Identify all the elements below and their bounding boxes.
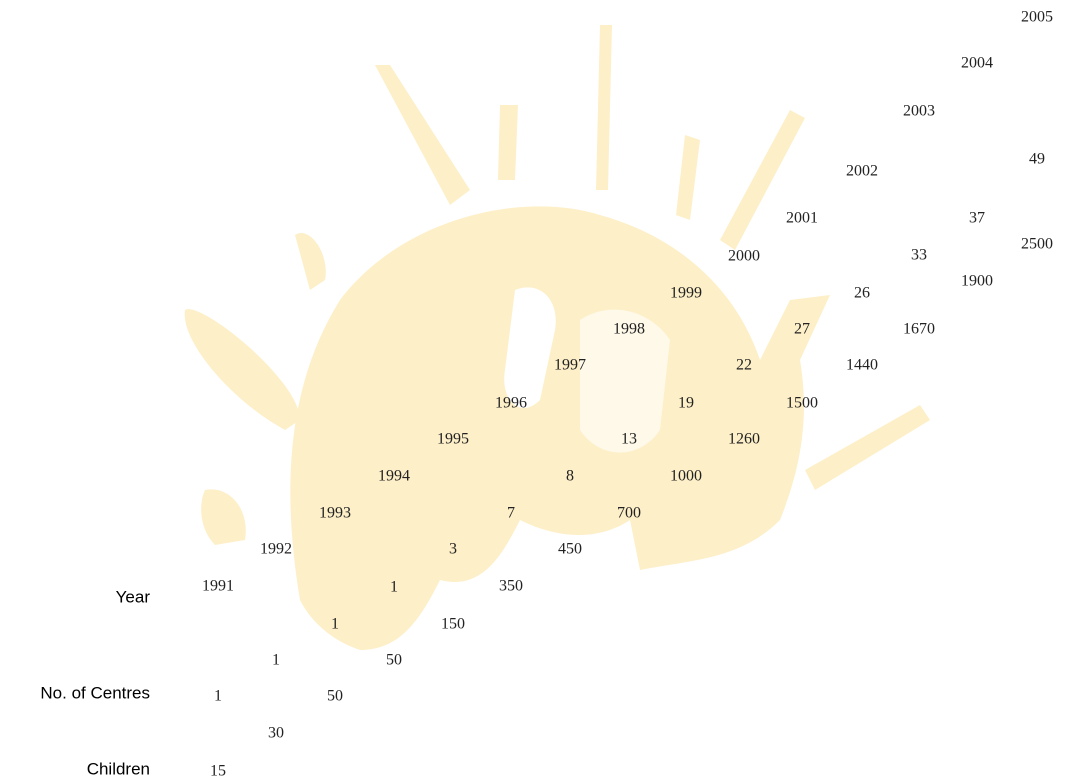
children-value: 1260: [728, 431, 760, 448]
year: 1998: [613, 321, 645, 338]
centres-value: 1: [272, 652, 280, 669]
year: 2003: [903, 103, 935, 120]
children-value: 2500: [1021, 236, 1053, 253]
children-value: 50: [327, 688, 343, 705]
year: 1994: [378, 468, 410, 485]
year: 1993: [319, 505, 351, 522]
centres-value: 49: [1029, 151, 1045, 168]
centres-value: 1: [331, 616, 339, 633]
year: 2001: [786, 210, 818, 227]
centres-value: 1: [390, 579, 398, 596]
centres-value: 27: [794, 321, 810, 338]
centres-value: 19: [678, 395, 694, 412]
year: 2002: [846, 163, 878, 180]
handprint-background: [184, 25, 930, 650]
row-label: Children: [87, 759, 150, 778]
centres-value: 37: [969, 210, 985, 227]
centres-value: 3: [449, 541, 457, 558]
row-label: Year: [116, 587, 151, 606]
children-value: 50: [386, 652, 402, 669]
children-value: 700: [617, 505, 641, 522]
centres-value: 7: [507, 505, 515, 522]
year: 1997: [554, 357, 586, 374]
centres-value: 26: [854, 285, 870, 302]
year: 2000: [728, 248, 760, 265]
children-value: 15: [210, 763, 226, 780]
children-value: 150: [441, 616, 465, 633]
centres-value: 13: [621, 431, 637, 448]
centres-value: 8: [566, 468, 574, 485]
children-value: 350: [499, 578, 523, 595]
children-value: 1500: [786, 395, 818, 412]
row-label: No. of Centres: [40, 683, 150, 702]
year: 1999: [670, 285, 702, 302]
year: 1995: [437, 431, 469, 448]
children-value: 30: [268, 725, 284, 742]
children-value: 450: [558, 541, 582, 558]
centres-value: 1: [214, 688, 222, 705]
children-value: 1670: [903, 321, 935, 338]
children-value: 1900: [961, 273, 993, 290]
year: 1991: [202, 578, 234, 595]
children-value: 1000: [670, 468, 702, 485]
year: 2004: [961, 55, 993, 72]
year: 2005: [1021, 9, 1053, 26]
year: 1992: [260, 541, 292, 558]
children-value: 1440: [846, 357, 878, 374]
centres-value: 33: [911, 247, 927, 264]
centres-value: 22: [736, 357, 752, 374]
year: 1996: [495, 395, 527, 412]
